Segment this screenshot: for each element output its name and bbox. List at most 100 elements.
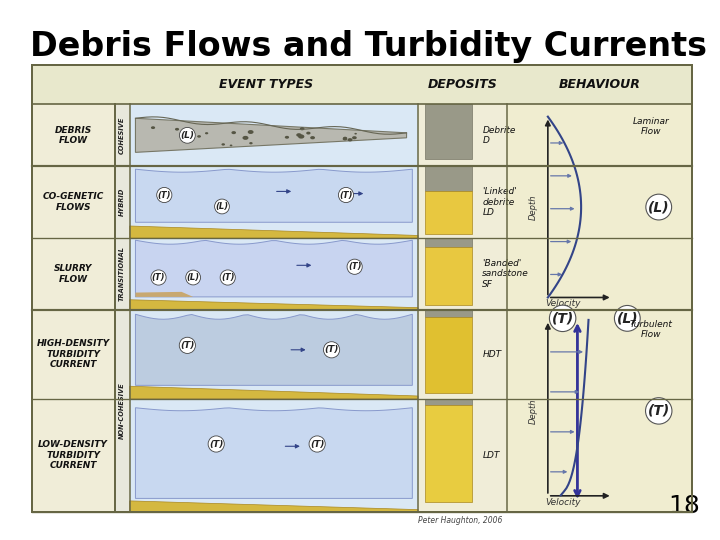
Text: (T): (T): [180, 341, 194, 350]
Text: 'Banded'
sandstone
SF: 'Banded' sandstone SF: [482, 259, 529, 289]
Text: HDT: HDT: [482, 350, 501, 359]
Ellipse shape: [181, 134, 184, 137]
Text: SLURRY
FLOW: SLURRY FLOW: [54, 264, 92, 284]
Text: Laminar
Flow: Laminar Flow: [633, 117, 670, 136]
Text: (T): (T): [325, 345, 339, 354]
Bar: [114, 399, 130, 512]
Bar: [130, 104, 418, 166]
Text: Debris Flows and Turbidity Currents: Debris Flows and Turbidity Currents: [30, 30, 707, 63]
Text: BEHAVIOUR: BEHAVIOUR: [559, 78, 641, 91]
Bar: [426, 166, 472, 191]
Ellipse shape: [306, 132, 310, 134]
Polygon shape: [135, 292, 193, 297]
Ellipse shape: [343, 137, 347, 140]
Bar: [130, 238, 418, 310]
Ellipse shape: [231, 131, 236, 134]
Text: CO-GENETIC
FLOWS: CO-GENETIC FLOWS: [42, 192, 104, 212]
Text: NON-COHESIVE: NON-COHESIVE: [119, 382, 125, 439]
Bar: [130, 399, 418, 512]
Text: Turbulent
Flow: Turbulent Flow: [630, 320, 672, 339]
Bar: [32, 104, 114, 166]
Text: (L): (L): [616, 312, 638, 326]
Text: DEPOSITS: DEPOSITS: [428, 78, 498, 91]
Ellipse shape: [296, 133, 302, 137]
Ellipse shape: [151, 126, 155, 129]
Bar: [507, 104, 692, 512]
Text: (L): (L): [186, 273, 199, 282]
Ellipse shape: [197, 135, 201, 138]
Bar: [426, 406, 472, 502]
Ellipse shape: [354, 133, 357, 134]
Text: Peter Haughton, 2006: Peter Haughton, 2006: [418, 516, 503, 525]
Text: TRANSITIONAL: TRANSITIONAL: [119, 246, 125, 301]
Text: DEBRIS
FLOW: DEBRIS FLOW: [55, 126, 92, 145]
Bar: [426, 104, 472, 159]
Bar: [426, 238, 472, 247]
Bar: [32, 166, 114, 238]
Bar: [32, 65, 692, 512]
Bar: [114, 104, 130, 166]
Bar: [32, 65, 692, 512]
Bar: [130, 310, 418, 399]
Text: (T): (T): [552, 312, 574, 326]
Bar: [32, 238, 114, 310]
Ellipse shape: [310, 136, 315, 139]
Ellipse shape: [249, 142, 253, 144]
Ellipse shape: [222, 143, 225, 146]
Polygon shape: [135, 169, 413, 222]
Text: LOW-DENSITY
TURBIDITY
CURRENT: LOW-DENSITY TURBIDITY CURRENT: [38, 441, 108, 470]
Text: (T): (T): [339, 191, 353, 199]
Text: (L): (L): [181, 131, 194, 140]
Polygon shape: [135, 408, 413, 498]
Bar: [32, 65, 692, 104]
Text: Velocity: Velocity: [545, 300, 580, 308]
Polygon shape: [135, 240, 413, 297]
Bar: [32, 310, 114, 399]
Polygon shape: [135, 314, 413, 386]
Ellipse shape: [352, 136, 357, 139]
Bar: [130, 166, 418, 238]
Bar: [426, 310, 472, 317]
Bar: [426, 399, 472, 406]
Text: Depth: Depth: [528, 194, 538, 220]
Ellipse shape: [248, 130, 253, 134]
Text: 18: 18: [668, 494, 700, 518]
Text: LDT: LDT: [482, 451, 500, 460]
Bar: [426, 191, 472, 234]
Text: Velocity: Velocity: [545, 498, 580, 507]
Bar: [114, 166, 130, 238]
Text: HIGH-DENSITY
TURBIDITY
CURRENT: HIGH-DENSITY TURBIDITY CURRENT: [37, 339, 110, 369]
Bar: [114, 238, 130, 310]
Ellipse shape: [348, 138, 353, 141]
Ellipse shape: [300, 127, 305, 130]
Text: Debrite
D: Debrite D: [482, 126, 516, 145]
Ellipse shape: [298, 134, 305, 139]
Polygon shape: [135, 118, 407, 152]
Ellipse shape: [343, 137, 347, 139]
Text: (L): (L): [215, 202, 228, 211]
Text: HYBRID: HYBRID: [119, 188, 125, 217]
Ellipse shape: [230, 145, 233, 146]
Bar: [426, 317, 472, 393]
Polygon shape: [130, 300, 418, 310]
Text: (T): (T): [152, 273, 166, 282]
Bar: [32, 399, 114, 512]
Text: (T): (T): [158, 191, 171, 199]
Polygon shape: [130, 501, 418, 512]
Bar: [114, 310, 130, 399]
Text: Depth: Depth: [528, 398, 538, 424]
Ellipse shape: [175, 128, 179, 131]
Text: (T): (T): [647, 404, 670, 418]
Text: (L): (L): [648, 200, 670, 214]
Polygon shape: [130, 226, 418, 238]
Ellipse shape: [285, 136, 289, 139]
Text: EVENT TYPES: EVENT TYPES: [219, 78, 313, 91]
Text: (T): (T): [209, 440, 223, 449]
Ellipse shape: [205, 132, 208, 134]
Text: (T): (T): [348, 262, 361, 271]
Text: 'Linked'
debrite
LD: 'Linked' debrite LD: [482, 187, 517, 217]
Text: (T): (T): [310, 440, 324, 449]
Text: COHESIVE: COHESIVE: [119, 117, 125, 154]
Polygon shape: [130, 386, 418, 399]
Ellipse shape: [243, 136, 248, 140]
